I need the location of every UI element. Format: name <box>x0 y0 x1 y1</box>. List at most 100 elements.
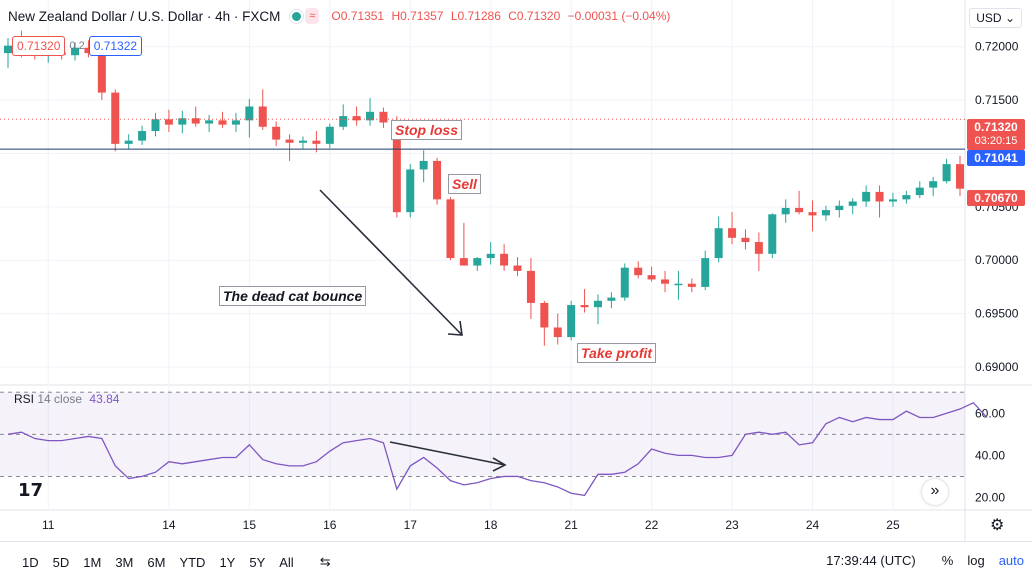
candle <box>862 185 871 207</box>
time-tick-label: 11 <box>42 518 55 532</box>
time-tick-label: 21 <box>564 518 578 532</box>
candle-body <box>513 265 522 271</box>
timeframe-3m[interactable]: 3M <box>115 554 134 570</box>
chart-header: New Zealand Dollar / U.S. Dollar · 4h · … <box>8 8 674 24</box>
candle-body <box>151 119 160 132</box>
candle-body <box>915 187 924 196</box>
candle-body <box>245 106 254 121</box>
candle-body <box>406 169 415 213</box>
timeframe-1m[interactable]: 1M <box>83 554 102 570</box>
candlestick-series <box>4 30 964 346</box>
current-price-value: 0.71320 <box>974 120 1018 134</box>
rsi-tick-label: 40.00 <box>975 448 1005 462</box>
grid-lines <box>0 0 1032 541</box>
candle <box>915 181 924 199</box>
candle-body <box>500 253 509 266</box>
bottom-right-tools: 17:39:44 (UTC) % log auto <box>826 553 1024 568</box>
candle <box>379 107 388 128</box>
candle-body <box>634 267 643 276</box>
candle <box>634 261 643 279</box>
timeframe-5d[interactable]: 5D <box>52 554 70 570</box>
candle <box>84 40 93 58</box>
candle-body <box>848 201 857 206</box>
timeframe-5y[interactable]: 5Y <box>249 554 266 570</box>
candle-body <box>781 207 790 215</box>
candle-body <box>366 111 375 121</box>
percent-toggle[interactable]: % <box>941 553 954 568</box>
auto-toggle[interactable]: auto <box>998 553 1024 568</box>
candle-body <box>473 258 482 266</box>
tradingview-logo-icon[interactable]: 𝟭𝟳 <box>18 480 44 500</box>
candle <box>500 244 509 271</box>
market-open-icon <box>290 9 304 23</box>
candle-body <box>191 118 200 124</box>
candle <box>352 106 361 126</box>
sell-button[interactable]: 0.71320 <box>12 36 66 56</box>
candle <box>754 232 763 271</box>
candle-body <box>164 119 173 125</box>
candle-body <box>124 140 133 144</box>
candle-body <box>741 237 750 243</box>
high-value: H0.71357 <box>391 9 444 23</box>
timeframe-6m[interactable]: 6M <box>147 554 166 570</box>
candle-body <box>768 214 777 254</box>
candle-body <box>433 160 442 200</box>
chart-canvas[interactable]: 0.720000.715000.710000.705000.700000.695… <box>0 0 1032 541</box>
candle <box>138 125 147 145</box>
candle <box>258 89 267 130</box>
scroll-to-realtime-button[interactable]: » <box>922 479 948 505</box>
utc-clock[interactable]: 17:39:44 (UTC) <box>826 553 916 568</box>
candle-body <box>929 181 938 188</box>
low-value: L0.71286 <box>450 9 501 23</box>
candle-body <box>647 275 656 280</box>
candle-body <box>97 53 106 93</box>
dead-cat-arrow <box>319 189 463 336</box>
candle-body <box>835 205 844 211</box>
candle-body <box>902 195 911 200</box>
price-tick-label: 0.69000 <box>975 360 1019 374</box>
candle <box>433 157 442 205</box>
candle <box>419 150 428 183</box>
open-value: O0.71351 <box>331 9 385 23</box>
candle <box>245 99 254 138</box>
candle-body <box>687 283 696 287</box>
candle-body <box>258 106 267 127</box>
candle-body <box>392 122 401 213</box>
candle <box>71 42 80 61</box>
candle <box>540 300 549 346</box>
timeframe-all[interactable]: All <box>279 554 294 570</box>
candle-body <box>138 131 147 141</box>
timeframe-1d[interactable]: 1D <box>22 554 39 570</box>
candle-body <box>540 302 549 328</box>
time-tick-label: 17 <box>404 518 418 532</box>
candle <box>285 134 294 161</box>
timeframe-1y[interactable]: 1Y <box>219 554 236 570</box>
price-axis: 0.720000.715000.710000.705000.700000.695… <box>975 40 1019 374</box>
gear-icon[interactable]: ⚙ <box>990 517 1005 534</box>
currency-select[interactable]: USD ⌄ <box>969 8 1022 28</box>
candle-body <box>71 47 80 56</box>
timeframe-ytd[interactable]: YTD <box>179 554 206 570</box>
rsi-legend[interactable]: RSI 14 close 43.84 <box>14 392 119 406</box>
candle <box>929 176 938 197</box>
candle-body <box>231 120 240 125</box>
date-range-icon[interactable]: ⇆ <box>319 554 331 569</box>
wave-icon[interactable]: ≈ <box>305 8 320 24</box>
spread-value: 0.2 <box>69 40 85 52</box>
candle <box>231 112 240 133</box>
rsi-tick-label: 60.00 <box>975 406 1005 420</box>
candle-body <box>84 47 93 54</box>
candle-body <box>285 139 294 143</box>
candle <box>674 270 683 300</box>
candle <box>741 229 750 250</box>
candle-body <box>298 140 307 143</box>
log-toggle[interactable]: log <box>967 553 985 568</box>
time-tick-label: 14 <box>162 518 176 532</box>
time-tick-label: 15 <box>243 518 257 532</box>
symbol-title[interactable]: New Zealand Dollar / U.S. Dollar · 4h · … <box>8 8 281 24</box>
candle-body <box>526 270 535 303</box>
candle <box>875 185 884 218</box>
candle <box>647 266 656 282</box>
candle <box>325 123 334 149</box>
buy-button[interactable]: 0.71322 <box>88 36 143 56</box>
